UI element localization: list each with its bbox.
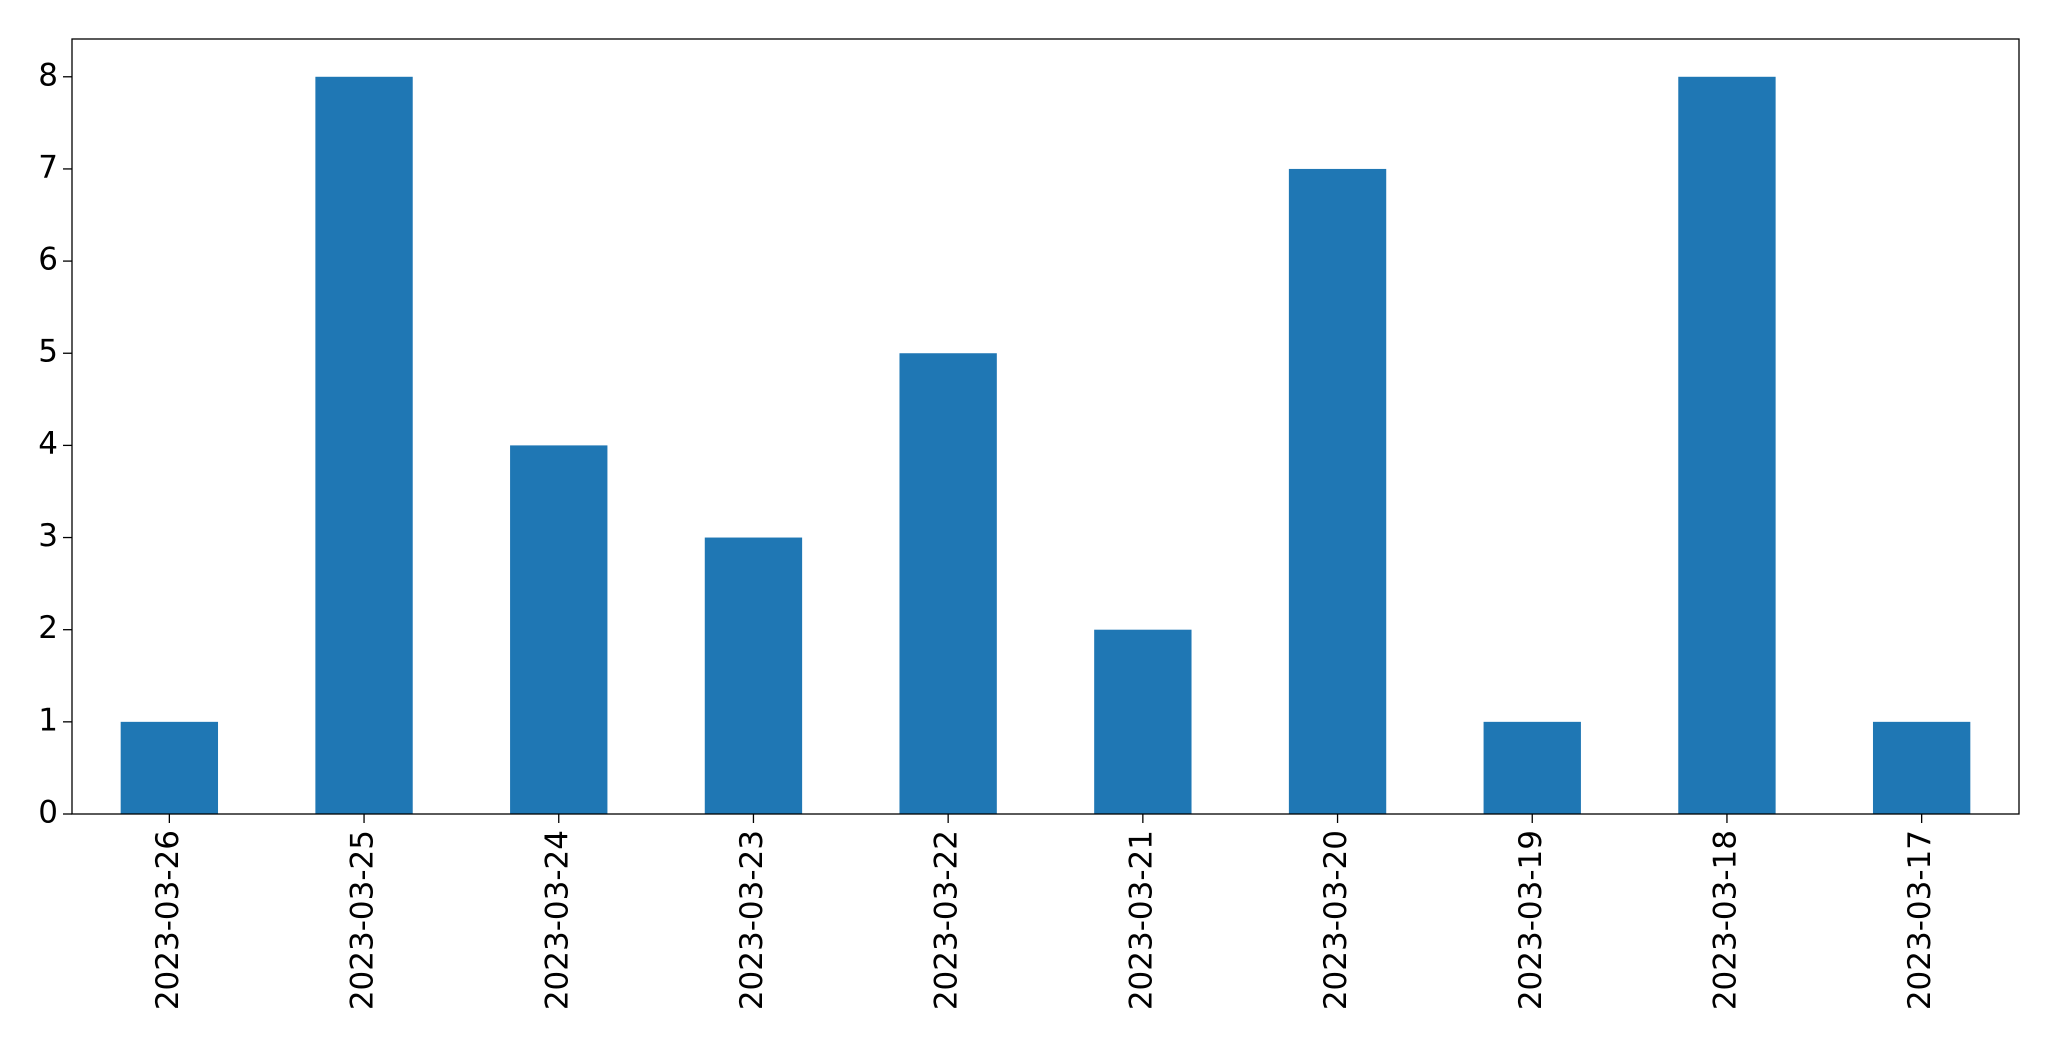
x-tick-label: 2023-03-18 (1707, 830, 1743, 1010)
bar (899, 353, 997, 814)
x-tick-label: 2023-03-22 (929, 830, 965, 1010)
bar (1288, 168, 1387, 815)
x-tick-label: 2023-03-23 (734, 830, 770, 1010)
y-tick-label: 3 (38, 518, 58, 554)
y-tick-label: 6 (38, 242, 58, 278)
y-tick-label: 0 (38, 795, 58, 831)
x-tick-label: 2023-03-25 (345, 830, 381, 1010)
bar (1678, 76, 1776, 814)
y-tick-label: 2 (38, 610, 58, 646)
y-tick-label: 1 (38, 702, 58, 738)
x-tick-label: 2023-03-26 (150, 830, 186, 1010)
plot-frame (71, 38, 2020, 815)
x-tick-label: 2023-03-20 (1318, 830, 1354, 1010)
bar (1483, 721, 1581, 814)
bar (510, 445, 608, 814)
x-tick-label: 2023-03-21 (1123, 830, 1159, 1010)
y-tick-label: 7 (38, 149, 58, 185)
y-tick-label: 8 (38, 57, 58, 93)
bar (1094, 629, 1192, 814)
x-tick-label: 2023-03-17 (1902, 830, 1938, 1010)
bar (120, 721, 219, 814)
y-tick-label: 4 (38, 426, 58, 462)
bar (704, 537, 803, 814)
bar (315, 76, 413, 814)
x-tick-label: 2023-03-24 (539, 830, 575, 1010)
y-tick-label: 5 (38, 334, 58, 370)
bar (1872, 721, 1971, 814)
x-tick-label: 2023-03-19 (1513, 830, 1549, 1010)
